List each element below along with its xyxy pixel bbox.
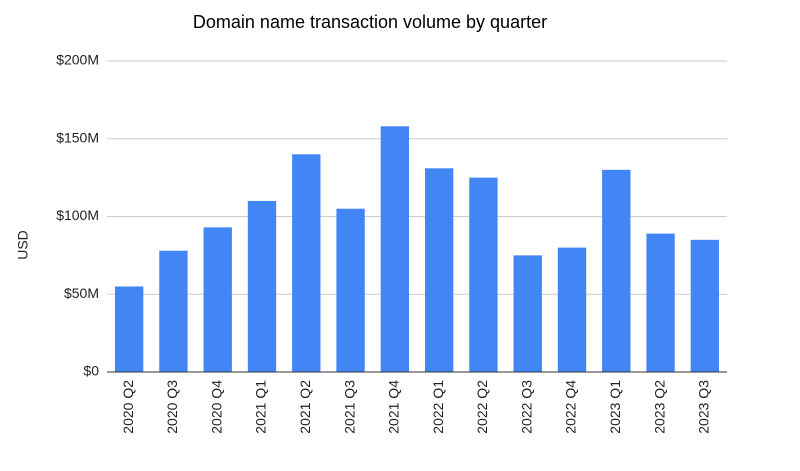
bar — [380, 126, 410, 372]
bar — [513, 255, 542, 372]
x-tick-label: 2020 Q3 — [164, 380, 180, 434]
bar — [602, 169, 631, 372]
y-tick-label: $150M — [56, 129, 99, 145]
chart-title: Domain name transaction volume by quarte… — [193, 12, 547, 32]
y-tick-label: $100M — [56, 207, 99, 223]
x-tick-label: 2020 Q4 — [208, 380, 224, 434]
x-tick-label: 2023 Q1 — [607, 380, 623, 434]
bar — [469, 177, 498, 372]
x-tick-label: 2021 Q3 — [341, 380, 357, 434]
bar — [292, 154, 321, 372]
y-tick-label: $200M — [56, 52, 99, 68]
y-axis-label: USD — [15, 230, 31, 260]
x-tick-label: 2022 Q3 — [518, 380, 534, 434]
x-tick-label: 2023 Q2 — [651, 380, 667, 434]
x-tick-label: 2020 Q2 — [120, 380, 136, 434]
y-tick-label: $0 — [83, 363, 99, 379]
x-tick-label: 2022 Q2 — [474, 380, 490, 434]
x-tick-label: 2021 Q1 — [253, 380, 269, 434]
bar — [159, 250, 188, 372]
bar — [336, 208, 365, 372]
bar — [114, 286, 144, 372]
y-tick-label: $50M — [64, 285, 99, 301]
bar — [247, 200, 277, 372]
bar — [424, 168, 454, 372]
bar — [203, 227, 232, 372]
bar — [557, 247, 587, 372]
x-tick-label: 2021 Q4 — [386, 380, 402, 434]
x-tick-label: 2022 Q4 — [563, 380, 579, 434]
x-tick-label: 2021 Q2 — [297, 380, 313, 434]
bar — [646, 233, 675, 372]
x-tick-label: 2022 Q1 — [430, 380, 446, 434]
x-tick-label: 2023 Q3 — [696, 380, 712, 434]
bar — [690, 239, 720, 372]
